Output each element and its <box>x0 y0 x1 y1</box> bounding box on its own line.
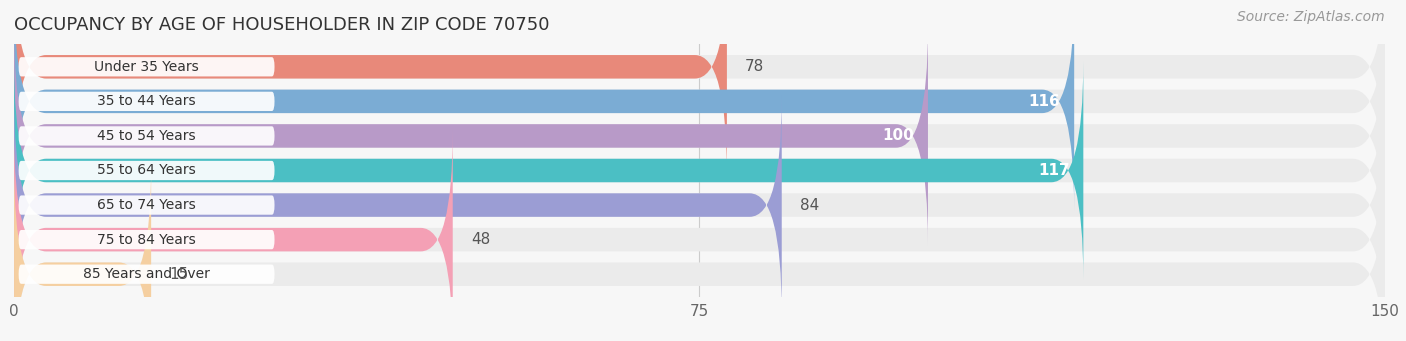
FancyBboxPatch shape <box>14 61 1084 280</box>
FancyBboxPatch shape <box>14 0 1385 176</box>
FancyBboxPatch shape <box>14 27 1385 245</box>
Text: 117: 117 <box>1038 163 1070 178</box>
Text: 100: 100 <box>883 129 914 144</box>
FancyBboxPatch shape <box>18 265 274 284</box>
Text: OCCUPANCY BY AGE OF HOUSEHOLDER IN ZIP CODE 70750: OCCUPANCY BY AGE OF HOUSEHOLDER IN ZIP C… <box>14 16 550 34</box>
Text: 85 Years and Over: 85 Years and Over <box>83 267 209 281</box>
Text: Under 35 Years: Under 35 Years <box>94 60 200 74</box>
FancyBboxPatch shape <box>14 61 1385 280</box>
Text: 65 to 74 Years: 65 to 74 Years <box>97 198 195 212</box>
Text: 48: 48 <box>471 232 491 247</box>
FancyBboxPatch shape <box>14 165 152 341</box>
Text: 78: 78 <box>745 59 765 74</box>
FancyBboxPatch shape <box>18 161 274 180</box>
FancyBboxPatch shape <box>18 195 274 215</box>
FancyBboxPatch shape <box>14 96 782 314</box>
Text: 35 to 44 Years: 35 to 44 Years <box>97 94 195 108</box>
FancyBboxPatch shape <box>18 92 274 111</box>
Text: 75 to 84 Years: 75 to 84 Years <box>97 233 195 247</box>
Text: 55 to 64 Years: 55 to 64 Years <box>97 163 195 178</box>
Text: 15: 15 <box>170 267 188 282</box>
Text: 45 to 54 Years: 45 to 54 Years <box>97 129 195 143</box>
FancyBboxPatch shape <box>14 27 928 245</box>
FancyBboxPatch shape <box>14 165 1385 341</box>
FancyBboxPatch shape <box>14 130 1385 341</box>
FancyBboxPatch shape <box>18 126 274 146</box>
Text: Source: ZipAtlas.com: Source: ZipAtlas.com <box>1237 10 1385 24</box>
FancyBboxPatch shape <box>14 130 453 341</box>
Text: 116: 116 <box>1029 94 1060 109</box>
FancyBboxPatch shape <box>14 96 1385 314</box>
FancyBboxPatch shape <box>18 230 274 249</box>
FancyBboxPatch shape <box>14 0 1385 211</box>
Text: 84: 84 <box>800 197 820 212</box>
FancyBboxPatch shape <box>18 57 274 76</box>
FancyBboxPatch shape <box>14 0 1074 211</box>
FancyBboxPatch shape <box>14 0 727 176</box>
